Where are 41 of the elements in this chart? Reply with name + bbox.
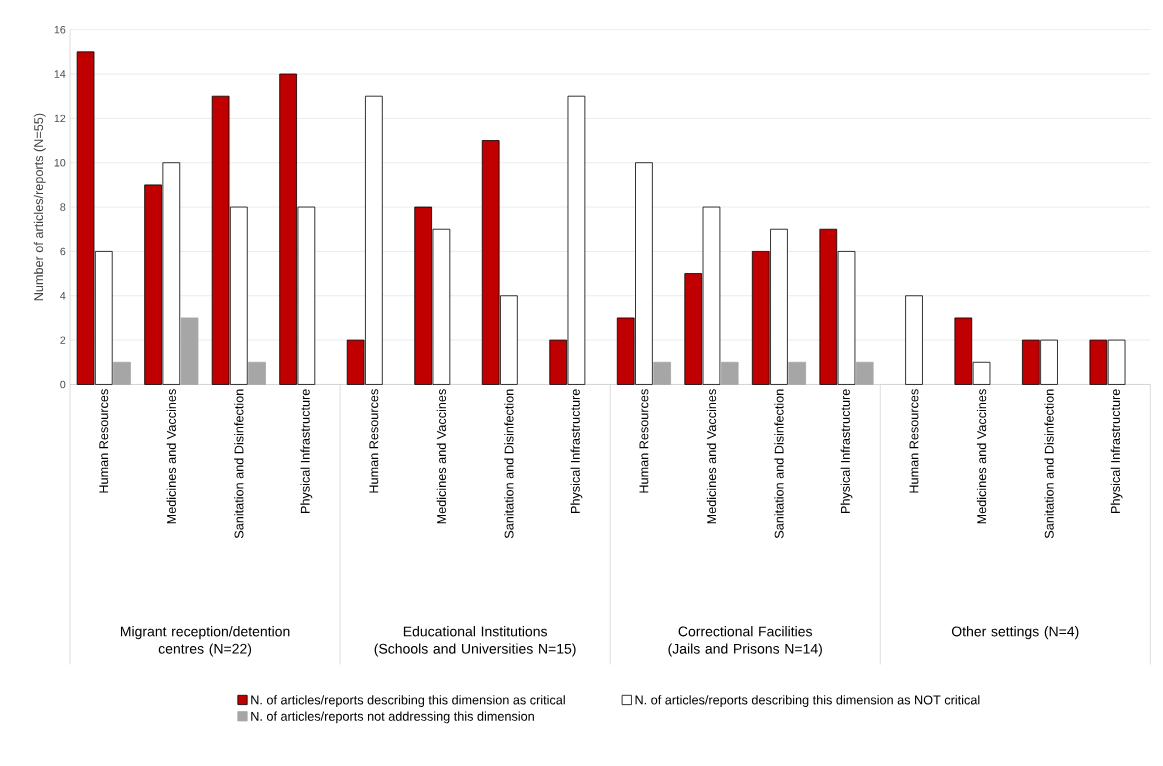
bar (720, 362, 739, 386)
y-tick-label: 2 (60, 336, 66, 345)
text: Migrant reception/detention centres (N=22) (120, 626, 290, 657)
x-tick-label: Human Resources (369, 389, 379, 493)
x-tick-label: Human Resources (909, 389, 919, 493)
x-tick-label: Medicines and Vaccines (976, 389, 987, 524)
x-tick-label: Sanitation and Disinfection (504, 389, 514, 539)
x-tick-label: Physical Infrastructure (1110, 389, 1123, 514)
y-tick-label: 6 (60, 247, 66, 256)
y-tick-label: 4 (60, 292, 66, 300)
legend-label: N. of articles/reports not addressing this dimension (251, 711, 534, 724)
x-tick-label: Medicines and Vaccines (436, 389, 447, 524)
y-tick-label: 16 (54, 26, 66, 34)
x-tick-label: Physical Infrastructure (300, 389, 313, 514)
y-tick-label: 14 (54, 70, 66, 78)
y-tick-label: 0 (60, 380, 66, 389)
bar (113, 362, 131, 386)
x-tick-label: Physical Infrastructure (840, 389, 853, 514)
x-tick-label: Sanitation and Disinfection (1044, 389, 1054, 539)
x-tick-label: Medicines and Vaccines (706, 389, 717, 524)
y-tick-label: 8 (60, 203, 66, 212)
x-tick-label: Human Resources (99, 389, 109, 493)
bar (248, 362, 266, 386)
bar (180, 317, 199, 386)
text: Educational Institutions (Schools and Universities N=15) (374, 626, 576, 657)
text: Correctional Facilities (Jails and Prisons N=14) (668, 626, 822, 657)
x-tick-label: Physical Infrastructure (570, 389, 583, 514)
x-tick-label: Human Resources (639, 389, 649, 493)
bar (855, 362, 874, 386)
legend-label: N. of articles/reports describing this dimension as NOT critical (635, 695, 980, 708)
x-tick-label: Medicines and Vaccines (166, 389, 176, 524)
bar (905, 295, 923, 386)
legend-label: N. of articles/reports describing this dimension as critical (251, 695, 565, 708)
text: Other settings (N=4) (951, 626, 1079, 640)
y-tick-label: 10 (54, 159, 66, 167)
bar (788, 362, 807, 386)
x-tick-label: Sanitation and Disinfection (774, 389, 784, 539)
x-tick-label: Sanitation and Disinfection (234, 389, 244, 539)
y-tick-label: 12 (54, 114, 66, 123)
y-axis-title: Number of articles/reports (N=55) (33, 113, 46, 301)
bar (653, 362, 671, 386)
